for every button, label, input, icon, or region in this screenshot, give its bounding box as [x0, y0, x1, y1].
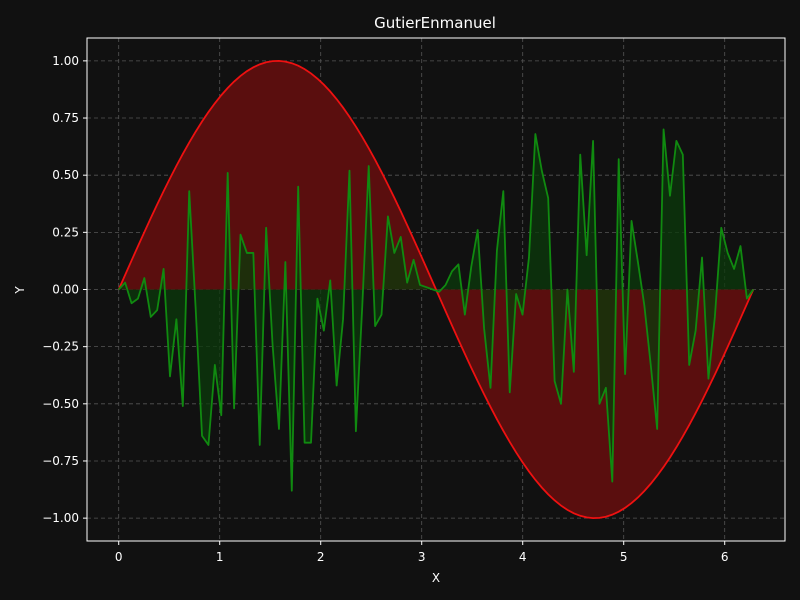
- y-tick-label-0: 1.00: [52, 54, 79, 68]
- x-tick-label-3: 3: [418, 550, 426, 564]
- x-axis-label: X: [432, 571, 440, 585]
- y-tick-label-4: 0.00: [52, 283, 79, 297]
- series-lines: [117, 59, 755, 520]
- x-tick-label-1: 1: [216, 550, 224, 564]
- y-tick-label-5: −0.25: [42, 340, 79, 354]
- y-tick-label-8: −1.00: [42, 511, 79, 525]
- x-tick-label-5: 5: [620, 550, 628, 564]
- ticks: 0 1 2 3 4 5 6 1.00 0.75 0.50 0.25 0.00 −0.25 −0.50 −0.…: [42, 54, 728, 564]
- y-tick-label-3: 0.25: [52, 225, 79, 239]
- y-tick-label-7: −0.75: [42, 454, 79, 468]
- sine-line: [117, 59, 755, 520]
- x-tick-label-2: 2: [317, 550, 325, 564]
- y-axis-label: Y: [13, 286, 27, 295]
- x-tick-label-0: 0: [115, 550, 123, 564]
- noise-line: [118, 128, 755, 492]
- y-tick-label-1: 0.75: [52, 111, 79, 125]
- y-tick-label-2: 0.50: [52, 168, 79, 182]
- x-tick-label-6: 6: [721, 550, 729, 564]
- y-tick-label-6: −0.50: [42, 397, 79, 411]
- chart-title: GutierEnmanuel: [374, 14, 496, 32]
- x-tick-label-4: 4: [519, 550, 527, 564]
